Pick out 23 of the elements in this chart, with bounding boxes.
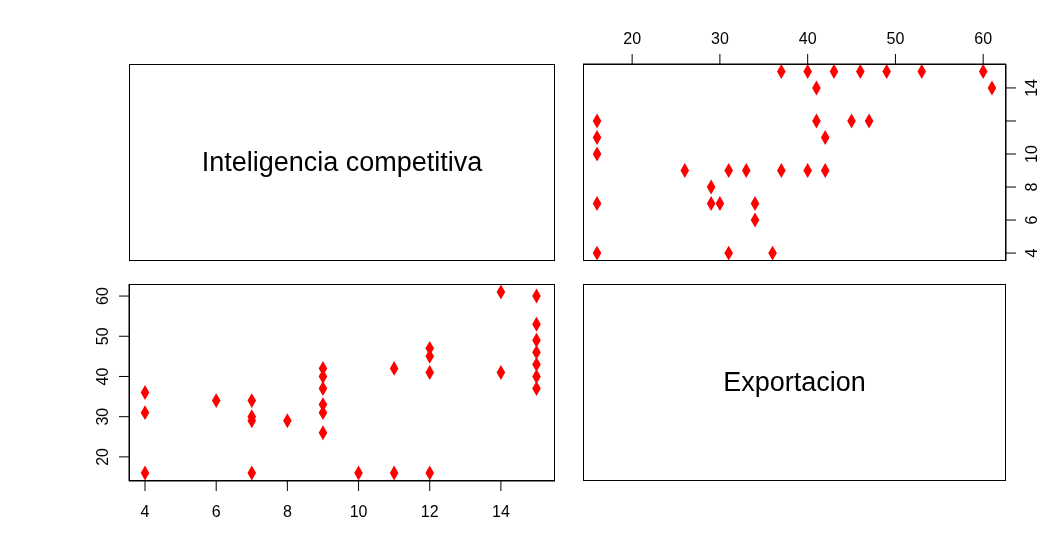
x-tick-label: 10 (349, 502, 368, 520)
x-tick-label: 40 (798, 29, 817, 47)
y-tick-label: 10 (1023, 145, 1041, 163)
x-tick-label: 12 (420, 502, 439, 520)
x-tick-label: 30 (711, 29, 729, 47)
y-tick-label: 20 (94, 447, 112, 466)
text: Inteligencia competitiva (201, 147, 483, 178)
x-tick-label: 60 (974, 29, 993, 47)
y-tick-label: 60 (94, 287, 112, 305)
x-tick-label: 8 (282, 502, 292, 520)
y-tick-label: 40 (94, 367, 112, 386)
x-tick-label: 50 (886, 29, 905, 47)
x-tick-label: 14 (492, 502, 510, 520)
y-tick-label: 8 (1023, 182, 1041, 192)
y-tick-label: 14 (1023, 78, 1041, 97)
x-tick-label: 4 (140, 502, 150, 520)
x-tick-label: 6 (211, 502, 221, 520)
text: Exportacion (723, 367, 866, 398)
y-tick-label: 4 (1023, 248, 1041, 258)
y-tick-label: 50 (94, 327, 112, 346)
y-tick-label: 30 (94, 407, 112, 426)
x-tick-label: 20 (623, 29, 642, 47)
y-tick-label: 6 (1023, 215, 1041, 225)
